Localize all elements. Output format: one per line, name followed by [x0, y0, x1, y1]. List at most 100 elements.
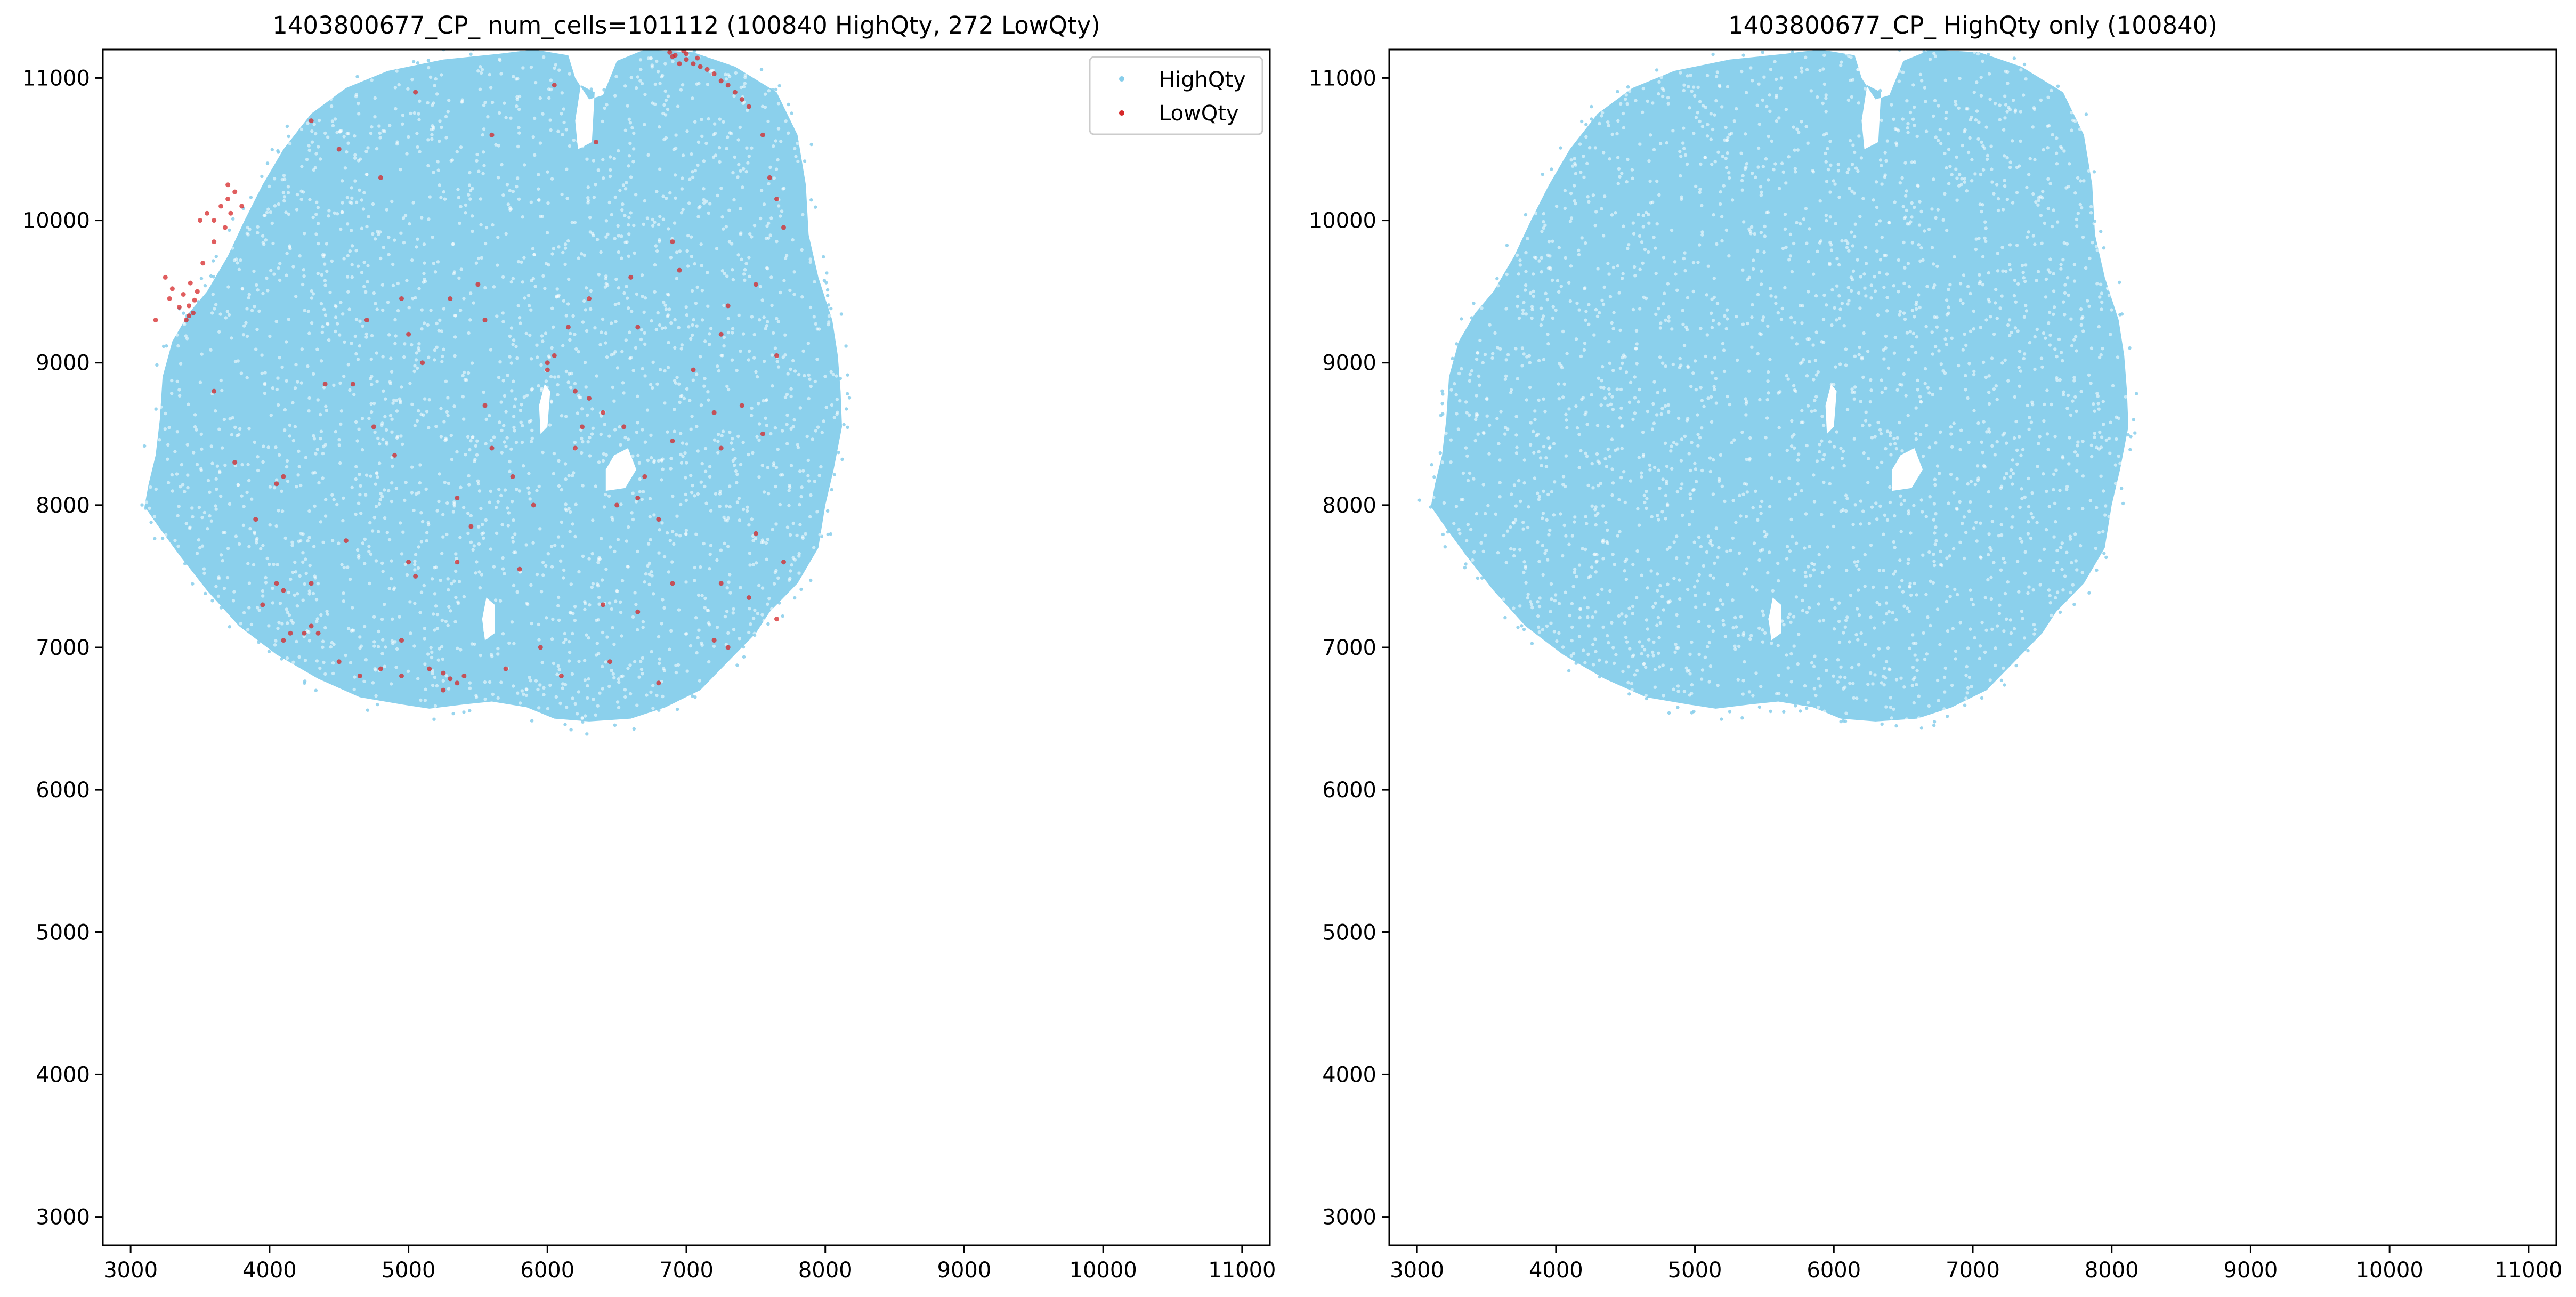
highqty-point [1741, 53, 1745, 57]
highqty-point [369, 552, 373, 556]
highqty-point [1620, 612, 1624, 616]
highqty-point [1872, 198, 1875, 202]
highqty-point [1883, 173, 1887, 177]
highqty-point [492, 285, 496, 289]
highqty-point [203, 283, 207, 288]
highqty-point [1821, 67, 1825, 71]
highqty-point [219, 553, 223, 557]
highqty-point [746, 108, 749, 112]
highqty-point [1675, 646, 1679, 650]
highqty-point [342, 135, 346, 139]
highqty-point [1865, 262, 1868, 265]
highqty-point [1958, 500, 1962, 504]
highqty-point [1848, 187, 1851, 190]
highqty-point [346, 290, 350, 294]
highqty-point [348, 577, 352, 581]
highqty-point [1789, 680, 1793, 684]
highqty-point [1509, 525, 1512, 529]
highqty-point [1571, 585, 1575, 588]
highqty-point [317, 145, 320, 149]
highqty-point [227, 313, 231, 317]
highqty-point [779, 214, 782, 218]
highqty-point [472, 544, 476, 548]
highqty-point [1694, 388, 1698, 392]
highqty-point [496, 263, 499, 267]
highqty-point [2035, 521, 2039, 524]
highqty-point [1851, 78, 1855, 82]
highqty-point [583, 607, 587, 612]
highqty-point [497, 488, 501, 491]
highqty-point [440, 73, 443, 77]
highqty-point [1939, 549, 1942, 554]
highqty-point [225, 310, 230, 313]
highqty-point [357, 556, 361, 560]
highqty-point [2052, 535, 2056, 539]
highqty-point [327, 338, 331, 342]
highqty-point [350, 196, 354, 200]
lowqty-point [677, 267, 682, 273]
highqty-point [1859, 400, 1862, 403]
highqty-point [607, 481, 612, 485]
highqty-point [376, 230, 379, 233]
highqty-point [1789, 620, 1793, 625]
highqty-point [618, 458, 622, 461]
highqty-point [1564, 454, 1568, 458]
highqty-point [537, 198, 541, 202]
highqty-point [559, 559, 563, 563]
highqty-point [209, 274, 213, 278]
highqty-point [1788, 232, 1793, 236]
lowqty-point [195, 289, 200, 294]
highqty-point [1856, 560, 1860, 564]
highqty-point [1563, 206, 1567, 210]
highqty-point [1761, 165, 1765, 168]
highqty-point [438, 119, 442, 123]
highqty-point [1619, 406, 1623, 410]
highqty-point [1582, 348, 1586, 352]
highqty-point [844, 344, 848, 348]
highqty-point [1947, 288, 1950, 291]
highqty-point [746, 161, 750, 165]
highqty-point [2002, 666, 2005, 670]
highqty-point [2008, 243, 2012, 247]
highqty-point [663, 303, 667, 307]
highqty-point [1901, 590, 1905, 594]
highqty-point [1697, 536, 1701, 539]
highqty-point [693, 579, 696, 582]
highqty-point [1498, 495, 1502, 499]
highqty-point [377, 530, 380, 533]
highqty-point [1944, 533, 1948, 537]
highqty-point [1939, 386, 1943, 391]
highqty-point [1786, 666, 1790, 670]
highqty-point [691, 175, 695, 179]
highqty-point [1932, 177, 1935, 181]
highqty-point [703, 469, 708, 473]
highqty-point [310, 129, 314, 133]
highqty-point [1676, 690, 1680, 693]
highqty-point [1591, 643, 1595, 646]
highqty-point [696, 163, 700, 167]
highqty-point [660, 75, 663, 79]
highqty-point [1932, 563, 1937, 568]
highqty-point [1816, 370, 1820, 374]
highqty-point [416, 61, 420, 65]
highqty-point [362, 625, 367, 629]
highqty-point [1657, 651, 1660, 655]
highqty-point [1893, 336, 1897, 339]
highqty-point [2065, 488, 2069, 491]
highqty-point [1585, 161, 1589, 165]
highqty-point [1996, 208, 2000, 213]
highqty-point [1678, 578, 1681, 582]
highqty-point [737, 496, 741, 500]
highqty-point [719, 187, 723, 190]
highqty-point [1624, 577, 1629, 581]
highqty-point [1537, 560, 1541, 563]
highqty-point [219, 378, 223, 383]
highqty-point [1721, 602, 1725, 606]
highqty-point [1610, 437, 1614, 441]
highqty-point [1820, 439, 1824, 443]
highqty-point [390, 370, 394, 374]
highqty-point [760, 464, 765, 467]
highqty-point [1838, 362, 1842, 366]
highqty-point [1950, 683, 1954, 687]
highqty-point [679, 88, 683, 92]
